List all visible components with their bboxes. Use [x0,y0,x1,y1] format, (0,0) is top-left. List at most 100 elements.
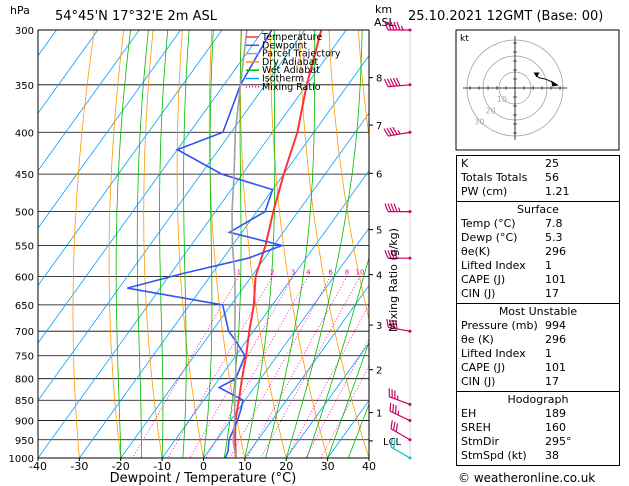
legend-label: Mixing Ratio [262,82,321,93]
dry-adiabat-line [176,30,204,458]
barb-base [408,419,412,423]
wind-barb [386,318,412,333]
legend-label: Wet Adiabat [262,65,320,76]
most-unstable-row: CIN (J) 17 [461,375,615,389]
hodograph-stat-row: EH 189 [461,407,615,421]
surface-title: Surface [517,203,559,216]
surface-label: Temp (°C) [461,217,516,230]
barb-flag [390,203,395,212]
surface-value: 17 [545,287,559,300]
pressure-tick-label: 500 [15,208,34,219]
isotherm-line [161,169,369,458]
barb-flag [389,402,392,412]
index-row: Totals Totals 56 [461,171,615,185]
profile-lines [127,30,323,458]
hodograph-stat-label: StmDir [461,435,500,448]
dry-adiabat-line [270,30,328,458]
surface-row: Lifted Index 1 [461,259,615,273]
barb-flag [393,203,398,212]
wind-barb [384,249,412,260]
wind-barb [383,126,412,137]
hodograph-storm-marker [533,72,540,78]
hpa-label: hPa [10,4,30,17]
x-tick-label: -20 [112,460,130,473]
dewpoint-line [127,30,285,458]
pressure-tick-label: 600 [15,272,34,283]
barb-staff [388,84,411,88]
pressure-tick-label: 900 [15,417,34,428]
most-unstable-value: 101 [545,361,566,374]
mixing-ratio-line [286,304,369,458]
surface-row: Dewp (°C) 5.3 [461,231,615,245]
pressure-tick-label: 550 [15,241,34,252]
surface-value: 5.3 [545,231,563,244]
mixing-ratio-line [167,276,273,458]
km-tick-label: 3 [376,321,382,332]
km-tick-label: 2 [376,366,382,377]
wet-adiabat-line [182,30,190,458]
sounding-datetime: 25.10.2021 12GMT (Base: 00) [408,9,603,24]
hodograph-stat-row: StmSpd (kt) 38 [461,449,615,463]
most-unstable-row: Pressure (mb) 994 [461,319,615,333]
x-tick-label: 30 [321,460,335,473]
barb-staff [390,446,411,459]
x-tick-label: -30 [70,460,88,473]
hodograph-ring-label: 30 [474,118,484,127]
hodograph-stat-row: SREH 160 [461,421,615,435]
plot-frame [37,29,370,459]
wind-barb [388,388,412,406]
barb-flag [384,21,389,31]
index-value: 25 [545,157,559,170]
wind-barb [389,402,412,423]
x-tick-label: 20 [279,460,293,473]
most-unstable-label: CIN (J) [461,375,496,388]
km-tick-label: 6 [376,169,382,180]
surface-row: CIN (J) 17 [461,287,615,301]
isotherm-line [203,227,369,458]
barb-base [408,210,412,214]
pressure-tick-label: 750 [15,352,34,363]
x-tick-label: 40 [362,460,376,473]
index-row: K 25 [461,157,615,171]
surface-row: CAPE (J) 101 [461,273,615,287]
km-tick-label: 1 [376,409,382,420]
mixing-ratio-line [305,337,369,458]
barb-base [408,329,412,333]
hodograph-arrow [551,80,559,87]
barb-flag [387,203,392,212]
x-tick-label: -10 [153,460,171,473]
barb-staff [389,396,411,405]
surface-label: CIN (J) [461,287,496,300]
parcel-trajectory-line [231,30,248,458]
most-unstable-row: Lifted Index 1 [461,347,615,361]
surface-row: Temp (°C) 7.8 [461,217,615,231]
barb-flag [392,439,396,449]
dry-adiabat-line [143,30,163,458]
surface-box: Surface Temp (°C) 7.8 Dewp (°C) 5.3 θe(K) 296… [456,201,620,304]
wind-barb [383,77,412,88]
barb-base [408,256,412,260]
wind-barb [384,203,412,214]
isotherm-line [244,284,369,458]
pressure-tick-label: 350 [15,81,34,92]
legend-label: Dewpoint [262,40,307,51]
barb-flag [390,438,393,448]
legend-label: Temperature [261,32,322,43]
barb-flag [389,78,395,87]
most-unstable-label: Pressure (mb) [461,319,538,332]
dry-adiabat-line [358,30,369,139]
isotherm-line [79,55,369,458]
surface-value: 7.8 [545,217,563,230]
mixing-ratio-label: 4 [306,268,311,276]
barb-flag [392,421,396,431]
barb-flag [395,423,399,432]
barb-flag [384,203,389,212]
station-location: 54°45'N 17°32'E 2m ASL [55,9,218,24]
wind-barbs [383,21,412,460]
mixing-ratio-axis-label: Mixing Ratio (g/kg) [387,228,400,332]
surface-value: 296 [545,245,566,258]
barb-flag [393,21,398,31]
km-tick-label: 7 [376,121,382,132]
